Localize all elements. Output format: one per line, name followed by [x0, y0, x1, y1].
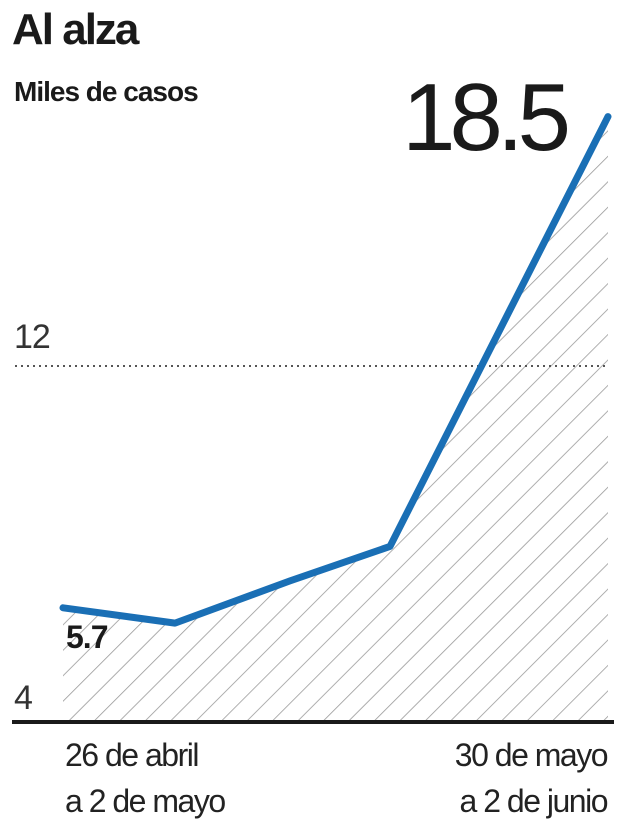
last-value-label: 18.5 — [402, 64, 567, 171]
x-label-last: 30 de mayo a 2 de junio — [454, 732, 609, 824]
chart-subtitle: Miles de casos — [14, 76, 199, 107]
x-label-first: 26 de abril a 2 de mayo — [65, 732, 226, 824]
chart-title: Al alza — [12, 5, 139, 54]
area-fill — [63, 116, 608, 723]
x-label-last-line-2: a 2 de junio — [459, 783, 609, 819]
x-label-last-line-1: 30 de mayo — [454, 737, 609, 773]
x-label-first-line-1: 26 de abril — [65, 737, 199, 773]
first-value-label: 5.7 — [66, 619, 108, 655]
y-tick-label-12: 12 — [14, 318, 50, 356]
x-label-first-line-2: a 2 de mayo — [65, 783, 226, 819]
y-tick-label-4: 4 — [14, 679, 32, 717]
